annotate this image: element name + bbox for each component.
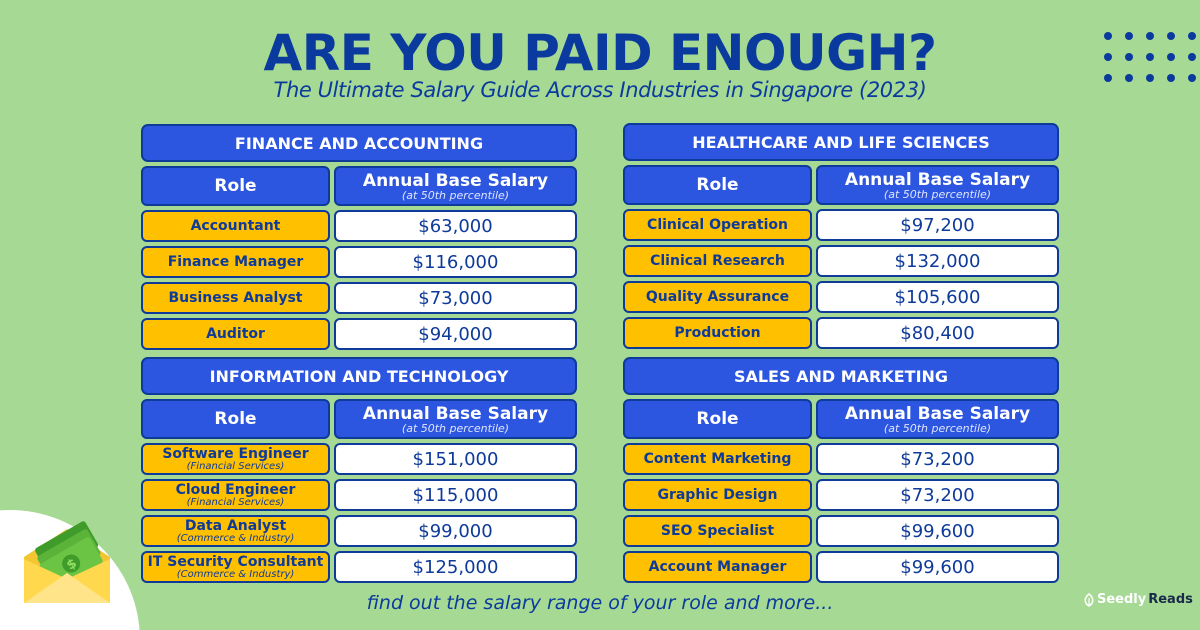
brand-logo: Seedly Reads bbox=[1083, 592, 1193, 607]
role-cell: Content Marketing bbox=[623, 443, 812, 475]
salary-cell: $99,000 bbox=[334, 515, 577, 547]
table-title: INFORMATION AND TECHNOLOGY bbox=[141, 357, 577, 395]
leaf-icon bbox=[1084, 592, 1094, 607]
role-cell: Finance Manager bbox=[141, 246, 330, 278]
table-row: Accountant $63,000 bbox=[141, 210, 577, 242]
role-cell: Accountant bbox=[141, 210, 330, 242]
salary-cell: $105,600 bbox=[816, 281, 1059, 313]
table-row: IT Security Consultant (Commerce & Indust… bbox=[141, 551, 577, 583]
role-cell: Auditor bbox=[141, 318, 330, 350]
salary-cell: $132,000 bbox=[816, 245, 1059, 277]
table-row: Clinical Operation $97,200 bbox=[623, 209, 1059, 241]
salary-cell: $115,000 bbox=[334, 479, 577, 511]
role-column-header: Role bbox=[141, 166, 330, 206]
table-row: Quality Assurance $105,600 bbox=[623, 281, 1059, 313]
salary-column-header: Annual Base Salary (at 50th percentile) bbox=[334, 166, 577, 206]
table-header-row: Role Annual Base Salary (at 50th percent… bbox=[141, 166, 577, 206]
salary-cell: $73,200 bbox=[816, 443, 1059, 475]
role-cell: Data Analyst (Commerce & Industry) bbox=[141, 515, 330, 547]
table-header-row: Role Annual Base Salary (at 50th percent… bbox=[623, 165, 1059, 205]
table-row: Account Manager $99,600 bbox=[623, 551, 1059, 583]
table-header-row: Role Annual Base Salary (at 50th percent… bbox=[141, 399, 577, 439]
salary-cell: $99,600 bbox=[816, 551, 1059, 583]
table-row: Business Analyst $73,000 bbox=[141, 282, 577, 314]
money-envelope-icon: $ bbox=[24, 521, 110, 603]
role-cell: Clinical Operation bbox=[623, 209, 812, 241]
role-cell: Business Analyst bbox=[141, 282, 330, 314]
salary-cell: $73,200 bbox=[816, 479, 1059, 511]
table-title: FINANCE AND ACCOUNTING bbox=[141, 124, 577, 162]
table-row: Content Marketing $73,200 bbox=[623, 443, 1059, 475]
table-title: HEALTHCARE AND LIFE SCIENCES bbox=[623, 123, 1059, 161]
role-cell: IT Security Consultant (Commerce & Indust… bbox=[141, 551, 330, 583]
salary-column-header: Annual Base Salary (at 50th percentile) bbox=[816, 165, 1059, 205]
role-column-header: Role bbox=[141, 399, 330, 439]
role-cell: SEO Specialist bbox=[623, 515, 812, 547]
page-subtitle: The Ultimate Salary Guide Across Industr… bbox=[273, 78, 927, 102]
table-row: Production $80,400 bbox=[623, 317, 1059, 349]
salary-cell: $125,000 bbox=[334, 551, 577, 583]
salary-cell: $99,600 bbox=[816, 515, 1059, 547]
table-header-row: Role Annual Base Salary (at 50th percent… bbox=[623, 399, 1059, 439]
salary-cell: $80,400 bbox=[816, 317, 1059, 349]
table-row: Data Analyst (Commerce & Industry) $99,00… bbox=[141, 515, 577, 547]
role-cell: Quality Assurance bbox=[623, 281, 812, 313]
dot-grid-icon bbox=[1104, 32, 1196, 82]
role-column-header: Role bbox=[623, 399, 812, 439]
role-cell: Account Manager bbox=[623, 551, 812, 583]
role-cell: Software Engineer (Financial Services) bbox=[141, 443, 330, 475]
salary-cell: $94,000 bbox=[334, 318, 577, 350]
role-column-header: Role bbox=[623, 165, 812, 205]
table-healthcare-and-life-sciences: HEALTHCARE AND LIFE SCIENCES Role Annual… bbox=[623, 123, 1059, 349]
role-cell: Clinical Research bbox=[623, 245, 812, 277]
role-cell: Cloud Engineer (Financial Services) bbox=[141, 479, 330, 511]
salary-cell: $63,000 bbox=[334, 210, 577, 242]
salary-cell: $97,200 bbox=[816, 209, 1059, 241]
page-title: ARE YOU PAID ENOUGH? bbox=[263, 24, 937, 82]
table-row: Clinical Research $132,000 bbox=[623, 245, 1059, 277]
table-row: Cloud Engineer (Financial Services) $115,… bbox=[141, 479, 577, 511]
table-information-and-technology: INFORMATION AND TECHNOLOGY Role Annual B… bbox=[141, 357, 577, 583]
role-cell: Graphic Design bbox=[623, 479, 812, 511]
salary-cell: $116,000 bbox=[334, 246, 577, 278]
salary-column-header: Annual Base Salary (at 50th percentile) bbox=[334, 399, 577, 439]
salary-column-header: Annual Base Salary (at 50th percentile) bbox=[816, 399, 1059, 439]
role-cell: Production bbox=[623, 317, 812, 349]
table-row: Finance Manager $116,000 bbox=[141, 246, 577, 278]
table-sales-and-marketing: SALES AND MARKETING Role Annual Base Sal… bbox=[623, 357, 1059, 583]
salary-cell: $73,000 bbox=[334, 282, 577, 314]
table-row: Auditor $94,000 bbox=[141, 318, 577, 350]
table-title: SALES AND MARKETING bbox=[623, 357, 1059, 395]
footer-cta: find out the salary range of your role a… bbox=[366, 592, 834, 614]
table-row: SEO Specialist $99,600 bbox=[623, 515, 1059, 547]
salary-cell: $151,000 bbox=[334, 443, 577, 475]
table-finance-and-accounting: FINANCE AND ACCOUNTING Role Annual Base … bbox=[141, 124, 577, 350]
table-row: Software Engineer (Financial Services) $1… bbox=[141, 443, 577, 475]
table-row: Graphic Design $73,200 bbox=[623, 479, 1059, 511]
